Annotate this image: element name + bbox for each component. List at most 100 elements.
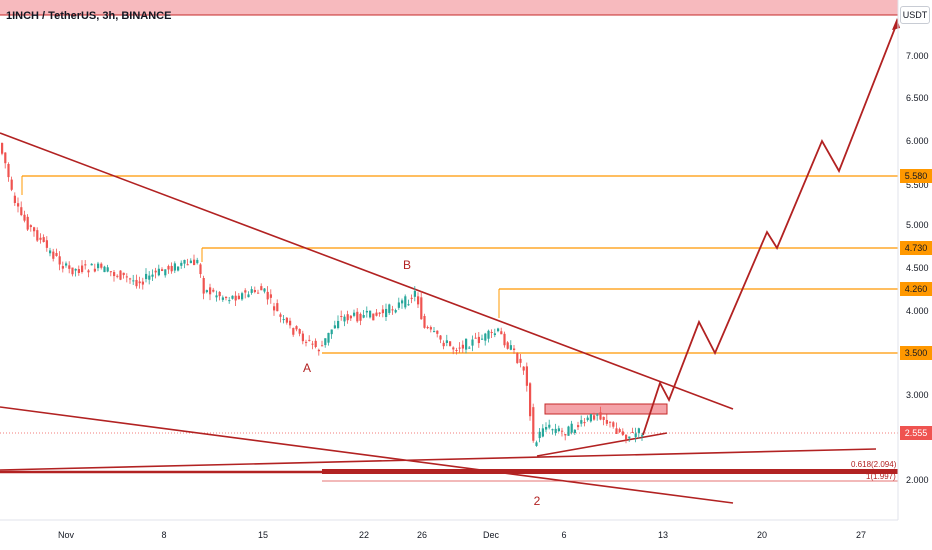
candle-body [161,269,164,271]
candle-body [55,253,58,256]
candle-body [308,339,311,341]
candle-body [401,300,404,304]
candle-body [212,289,215,292]
candle-body [490,331,493,333]
candle-body [26,216,29,230]
candle-body [87,270,90,273]
candle-body [461,344,464,349]
candle-body [391,309,394,311]
candle-body [221,297,224,300]
candle-body [135,279,138,287]
price-label: 4.500 [906,263,929,273]
candle-body [42,237,45,242]
candle-body [458,347,461,349]
candle-body [68,265,71,269]
candle-body [122,272,125,276]
candle-body [356,311,359,322]
candle-body [487,330,490,339]
candle-body [433,331,436,333]
time-label: 13 [657,530,669,540]
candle-body [346,314,349,321]
candle-body [154,270,157,273]
candle-body [388,304,391,313]
candle-body [641,435,644,437]
candle-body [209,287,212,295]
candle-body [602,416,605,420]
candle-body [183,259,186,264]
candle-body [337,320,340,328]
candle-body [429,327,432,330]
candle-body [564,434,567,436]
candle-body [23,214,26,221]
candle-body [417,296,420,305]
candle-body [353,312,356,316]
candle-body [100,263,103,268]
price-label: 6.000 [906,136,929,146]
currency-badge[interactable]: USDT [900,6,930,24]
wave-label-b: B [402,258,412,272]
candle-body [285,317,288,323]
candle-body [599,412,602,420]
symbol-title[interactable]: 1INCH / TetherUS, 3h, BINANCE [6,10,172,22]
candle-body [119,270,122,280]
candle-body [583,422,586,424]
candle-body [205,290,208,293]
candle-body [141,281,144,285]
candle-body [605,419,608,424]
candle-body [381,309,384,314]
candle-body [397,302,400,308]
candle-body [551,429,554,431]
level-tag[interactable]: 4.730 [900,241,932,255]
candle-body [465,338,468,350]
candle-body [65,263,68,266]
forecast-path [642,22,898,436]
candle-body [71,267,74,275]
level-tag[interactable]: 3.500 [900,346,932,360]
candle-body [247,294,250,298]
candle-body [349,315,352,319]
level-tag[interactable]: 4.260 [900,282,932,296]
candle-body [109,271,112,273]
candle-body [113,272,116,277]
candle-body [231,295,234,299]
candle-body [234,295,237,301]
price-label: 7.000 [906,51,929,61]
candle-body [618,429,621,433]
candle-body [509,345,512,350]
price-label: 5.500 [906,180,929,190]
candle-body [116,275,119,277]
candle-body [244,290,247,293]
candle-body [7,164,10,178]
candle-body [180,262,183,266]
fib-label: 0.618(2.094) [851,460,897,469]
time-label: 15 [257,530,269,540]
candle-body [253,289,256,293]
candle-body [90,263,93,266]
candle-body [282,319,285,321]
candle-body [529,383,532,417]
candle-body [609,421,612,423]
price-label: 3.000 [906,390,929,400]
candle-body [589,414,592,422]
candle-body [77,269,80,273]
price-label: 2.000 [906,475,929,485]
candle-body [241,293,244,300]
candle-body [410,297,413,299]
candle-body [196,259,199,264]
candle-body [52,251,55,259]
candle-body [273,306,276,311]
candle-body [637,428,640,433]
candle-body [39,237,42,240]
wave-label-2: 2 [533,494,541,508]
candle-body [237,295,240,300]
candle-body [593,415,596,420]
candle-body [596,414,599,416]
candle-body [33,227,36,232]
current-price-tag[interactable]: 2.555 [900,426,932,440]
candle-body [573,429,576,433]
level-tag[interactable]: 5.580 [900,169,932,183]
price-label: 6.500 [906,93,929,103]
time-label: 6 [561,530,567,540]
